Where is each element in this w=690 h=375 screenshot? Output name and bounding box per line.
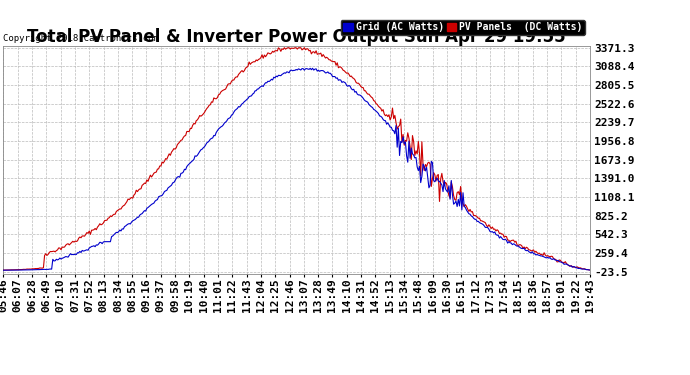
Text: Copyright 2018 Cartronics.com: Copyright 2018 Cartronics.com [3, 34, 159, 44]
Legend: Grid (AC Watts), PV Panels  (DC Watts): Grid (AC Watts), PV Panels (DC Watts) [341, 20, 585, 35]
Title: Total PV Panel & Inverter Power Output Sun Apr 29 19:55: Total PV Panel & Inverter Power Output S… [28, 28, 566, 46]
